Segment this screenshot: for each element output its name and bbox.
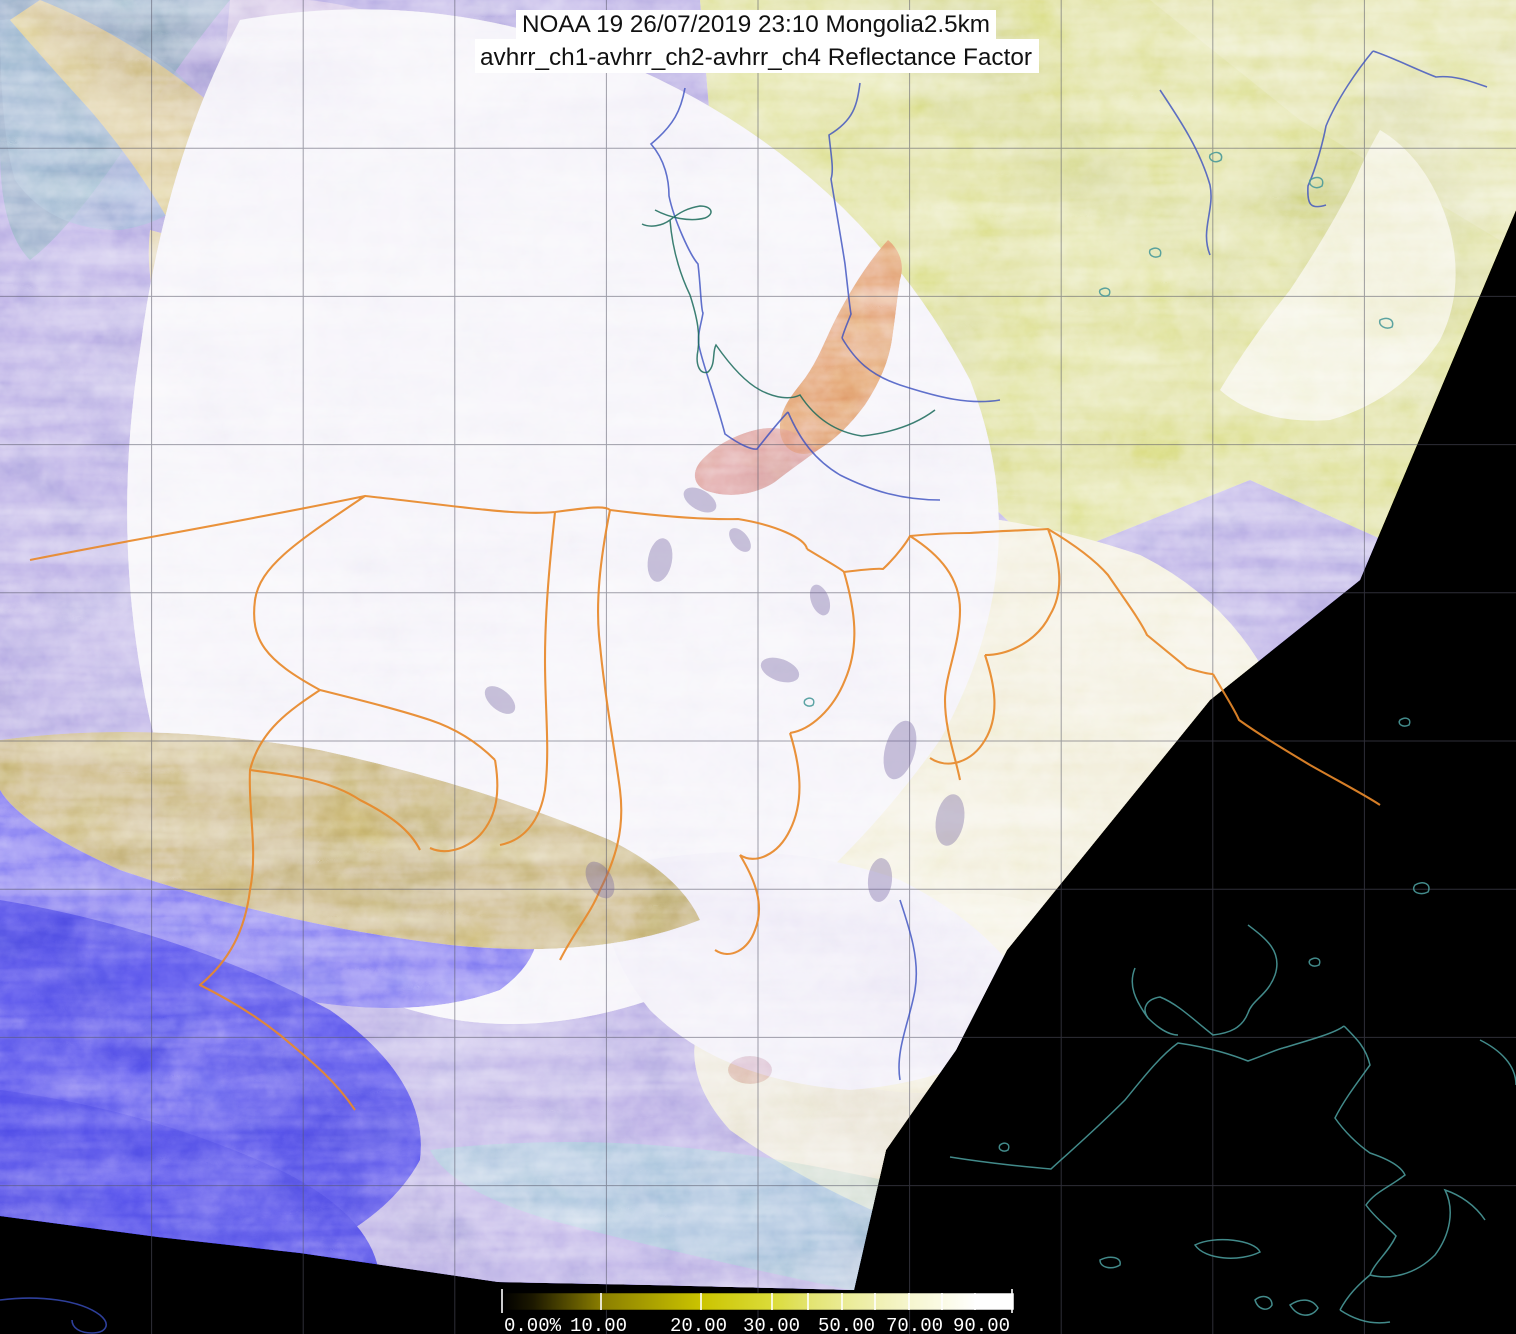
svg-text:NOAA 19 26/07/2019 23:10 Mongo: NOAA 19 26/07/2019 23:10 Mongolia2.5km xyxy=(522,11,990,38)
svg-text:70.00: 70.00 xyxy=(886,1315,943,1334)
svg-text:50.00: 50.00 xyxy=(818,1315,875,1334)
svg-text:avhrr_ch1-avhrr_ch2-avhrr_ch4: avhrr_ch1-avhrr_ch2-avhrr_ch4 Reflectanc… xyxy=(480,44,1032,71)
svg-text:0.00%: 0.00% xyxy=(504,1315,562,1334)
svg-text:10.00: 10.00 xyxy=(570,1315,627,1334)
svg-text:90.00: 90.00 xyxy=(953,1315,1010,1334)
svg-text:20.00: 20.00 xyxy=(670,1315,727,1334)
svg-text:30.00: 30.00 xyxy=(743,1315,800,1334)
